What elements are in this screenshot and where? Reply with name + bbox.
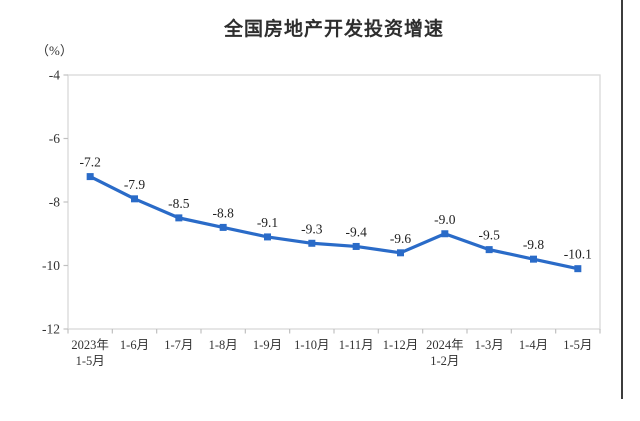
data-point-label: -9.6 <box>390 231 412 246</box>
x-axis-tick-label: 1-9月 <box>253 338 282 352</box>
x-axis-tick-label: 1-7月 <box>164 338 193 352</box>
data-point-marker <box>86 173 94 181</box>
x-axis-tick-label: 1-3月 <box>475 338 504 352</box>
investment-growth-line <box>88 175 580 271</box>
data-point-marker <box>485 246 493 254</box>
y-axis-tick-label: -10 <box>42 258 60 273</box>
data-point-marker <box>530 255 537 263</box>
data-point-marker <box>175 214 183 222</box>
data-point-label: -7.9 <box>124 177 146 192</box>
data-point-label: -9.1 <box>257 215 278 230</box>
x-axis-tick-label: 1-12月 <box>383 338 418 352</box>
y-axis-tick-label: -4 <box>49 68 60 83</box>
x-axis-tick-label: 1-5月 <box>563 338 592 352</box>
data-point-label: -9.0 <box>434 212 456 227</box>
x-axis-tick-label: 1-11月 <box>339 338 374 352</box>
data-point-marker <box>264 233 271 241</box>
y-axis-tick-label: -12 <box>42 322 60 337</box>
chart-title: 全国房地产开发投资增速 <box>223 19 444 40</box>
data-point-marker <box>308 239 316 247</box>
x-axis-tick-label: 1-6月 <box>120 338 149 352</box>
data-point-marker <box>352 242 360 250</box>
y-axis-tick-label: -6 <box>49 131 60 146</box>
plot-area-border <box>67 74 601 330</box>
data-point-label: -9.5 <box>478 228 500 243</box>
data-point-marker <box>131 195 138 203</box>
data-point-label: -10.1 <box>564 247 592 262</box>
x-axis-tick-label: 1-10月 <box>294 338 329 352</box>
page-right-border-line <box>621 0 623 399</box>
data-point-label: -9.3 <box>301 221 323 236</box>
x-axis-tick-label: 1-8月 <box>209 338 238 352</box>
data-point-marker <box>574 265 582 273</box>
x-axis-tick-label: 2023年 <box>71 338 109 352</box>
x-axis-tick-label: 1-2月 <box>430 354 459 368</box>
data-point-marker <box>441 230 449 238</box>
y-axis-unit-label: （%） <box>36 43 73 58</box>
data-point-label: -8.5 <box>168 196 190 211</box>
x-axis-tick-label: 1-4月 <box>519 338 548 352</box>
y-axis-tick-label: -8 <box>49 195 60 210</box>
data-point-label: -9.4 <box>345 224 367 239</box>
x-axis-tick-label: 2024年 <box>426 338 464 352</box>
data-point-label: -9.8 <box>523 237 545 252</box>
data-point-marker <box>219 223 227 231</box>
data-point-label: -8.8 <box>212 205 234 220</box>
data-point-label: -7.2 <box>79 155 100 170</box>
x-axis-tick-label: 1-5月 <box>76 354 105 368</box>
data-point-marker <box>397 249 404 257</box>
